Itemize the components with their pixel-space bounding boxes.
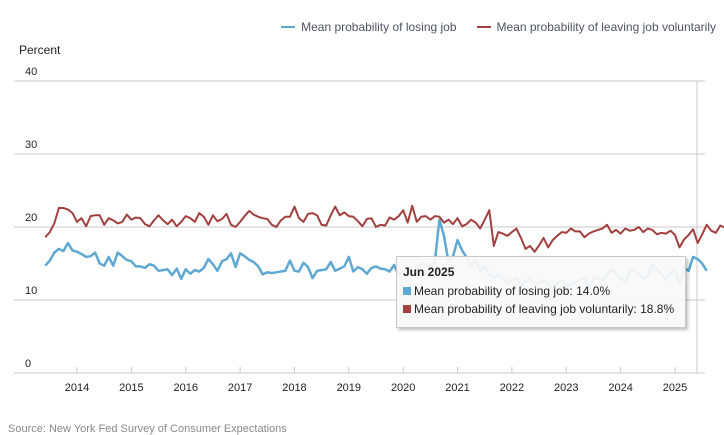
tooltip-row-leaving-job: Mean probability of leaving job voluntar… [403, 302, 674, 316]
legend-swatch-losing-job [281, 26, 296, 28]
x-tick-label: 2018 [282, 382, 306, 394]
x-tick-label: 2017 [228, 382, 252, 394]
x-tick-label: 2014 [65, 382, 89, 394]
x-tick-label: 2016 [173, 382, 197, 394]
x-tick-label: 2020 [391, 382, 415, 394]
x-tick-label: 2019 [337, 382, 361, 394]
x-tick-label: 2021 [445, 382, 469, 394]
legend-label: Mean probability of leaving job voluntar… [496, 20, 716, 34]
y-axis: 0 10 20 30 40 [25, 66, 37, 370]
y-tick-label: 0 [25, 358, 31, 370]
tooltip-text: Mean probability of leaving job voluntar… [414, 302, 675, 316]
tooltip-swatch [403, 287, 411, 295]
series-line-leaving-job[interactable] [44, 204, 724, 253]
y-tick-label: 20 [25, 212, 37, 224]
y-tick-label: 10 [25, 285, 37, 297]
tooltip-title: Jun 2025 [403, 265, 455, 279]
x-tick-label: 2023 [554, 382, 578, 394]
legend-label: Mean probability of losing job [301, 20, 457, 34]
legend: Mean probability of losing job Mean prob… [281, 20, 716, 34]
source-note: Source: New York Fed Survey of Consumer … [8, 423, 287, 435]
x-tick-label: 2025 [663, 382, 687, 394]
tooltip: Jun 2025 Mean probability of losing job:… [396, 256, 686, 328]
y-tick-label: 30 [25, 139, 37, 151]
x-tick-label: 2024 [608, 382, 632, 394]
y-tick-label: 40 [25, 66, 37, 78]
gridlines [14, 80, 705, 374]
x-tick-label: 2015 [119, 382, 143, 394]
tooltip-swatch [403, 305, 411, 313]
legend-item-leaving-job[interactable]: Mean probability of leaving job voluntar… [476, 20, 716, 34]
tooltip-row-losing-job: Mean probability of losing job: 14.0% [403, 284, 610, 298]
x-axis: 2014 2015 2016 2017 2018 2019 2020 2021 2022 2023… [65, 367, 687, 394]
y-axis-title: Percent [19, 43, 61, 57]
tooltip-text: Mean probability of losing job: 14.0% [414, 284, 611, 298]
x-tick-label: 2022 [500, 382, 524, 394]
legend-item-losing-job[interactable]: Mean probability of losing job [281, 20, 457, 34]
legend-swatch-leaving-job [476, 26, 491, 28]
